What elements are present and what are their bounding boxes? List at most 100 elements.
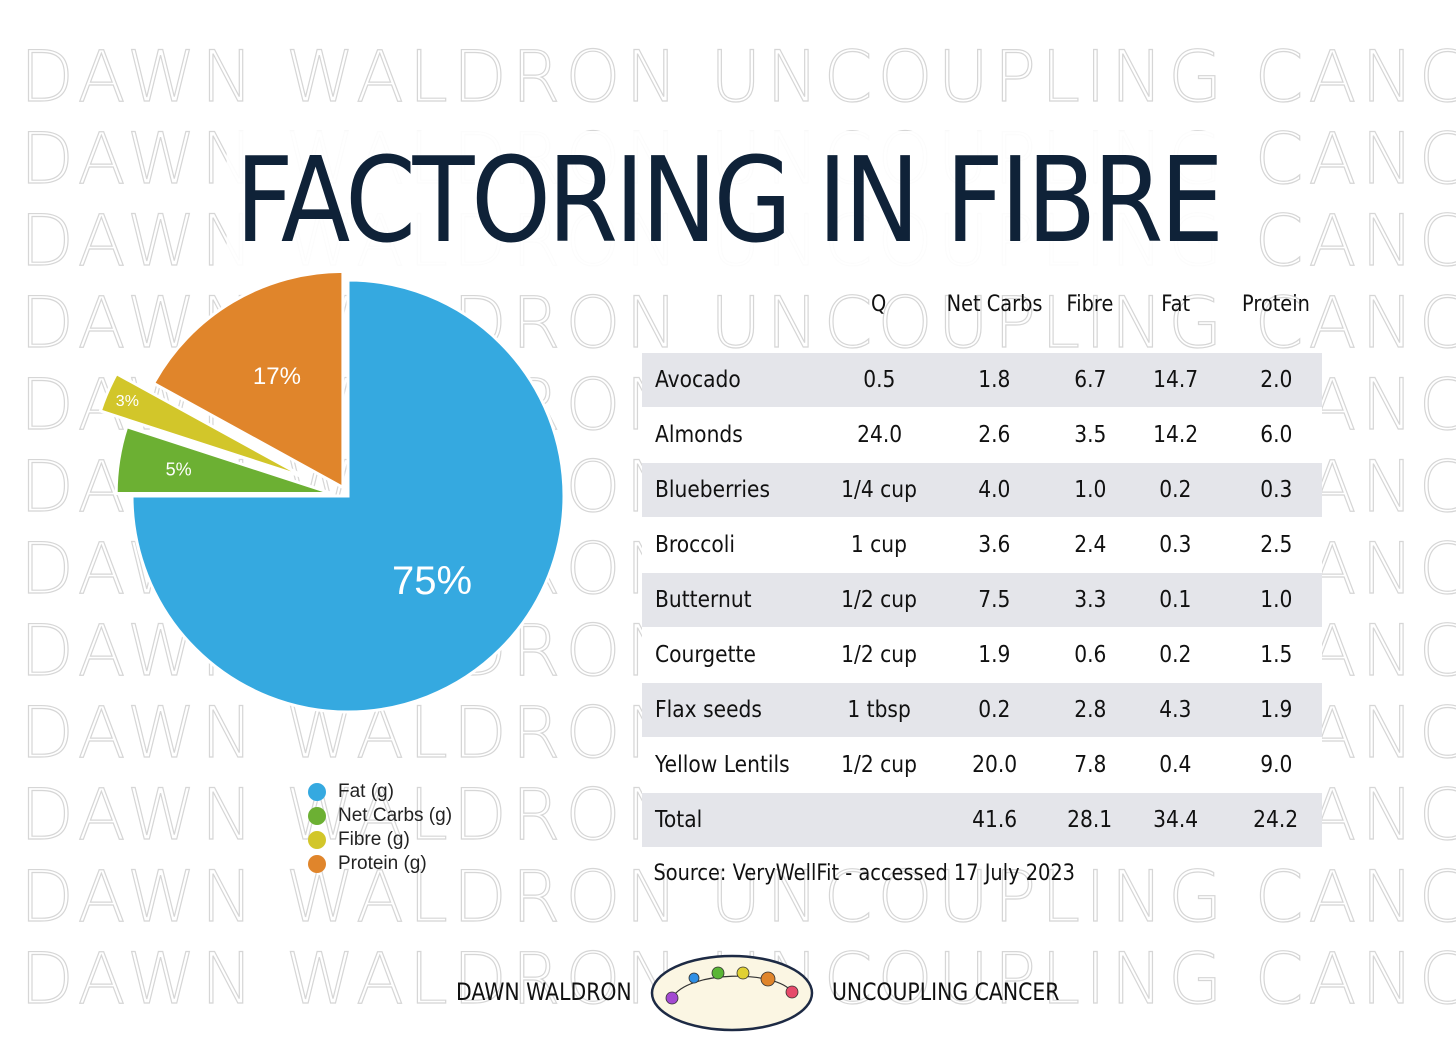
cell-text: 1.5	[1259, 642, 1293, 668]
food-name-cell: Flax seeds	[642, 682, 829, 738]
table-header-row: Q Net Carbs Fibre Fat Protein	[642, 280, 1322, 328]
cell-text: 3.5	[1073, 422, 1107, 448]
table-row: Almonds 24.0 2.6 3.5 14.2 6.0	[642, 407, 1322, 463]
column-header: Fibre	[1066, 291, 1114, 317]
cell-text: Blueberries	[655, 477, 771, 503]
table-cell: 24.2	[1230, 792, 1322, 847]
table-row: Yellow Lentils 1/2 cup 20.0 7.8 0.4 9.0	[642, 737, 1322, 793]
cell-text: Yellow Lentils	[655, 752, 790, 778]
food-name-cell: Broccoli	[642, 517, 829, 573]
table-cell: 1.0	[1230, 572, 1322, 628]
food-name-cell: Avocado	[642, 352, 829, 408]
pie-slice-net-carbs-g	[114, 424, 333, 495]
table-cell: 1.9	[929, 627, 1059, 683]
cell-text: 24.0	[856, 422, 902, 448]
column-header: Protein	[1242, 291, 1310, 317]
cell-text: 0.6	[1073, 642, 1107, 668]
cell-text: 20.0	[971, 752, 1017, 778]
logo	[650, 954, 814, 1032]
cell-text: 34.4	[1152, 807, 1199, 833]
food-name-cell: Blueberries	[642, 462, 829, 518]
logo-dot	[688, 972, 700, 984]
logo-dot	[711, 966, 725, 980]
cell-text: 0.4	[1159, 752, 1192, 778]
table-row: Broccoli 1 cup 3.6 2.4 0.3 2.5	[642, 517, 1322, 573]
cell-text: Courgette	[655, 642, 756, 668]
table-row: Butternut 1/2 cup 7.5 3.3 0.1 1.0	[642, 572, 1322, 628]
table-cell: 1 cup	[828, 517, 930, 573]
column-header: Net Carbs	[946, 291, 1043, 317]
cell-text: 0.2	[1159, 477, 1192, 503]
cell-text: 0.2	[978, 697, 1011, 723]
table-cell: 1.5	[1230, 627, 1322, 683]
cell-text: 1.0	[1259, 587, 1293, 613]
cell-text: 2.6	[978, 422, 1011, 448]
cell-text: 28.1	[1067, 807, 1113, 833]
legend-swatch	[308, 807, 326, 825]
pie-slice-fat-g	[130, 278, 566, 714]
cell-text: 24.2	[1253, 807, 1299, 833]
food-name-cell: Almonds	[642, 407, 829, 463]
table-cell: 24.0	[828, 407, 930, 463]
table-row: Blueberries 1/4 cup 4.0 1.0 0.2 0.3	[642, 462, 1322, 518]
cell-text: Butternut	[655, 587, 752, 613]
table-cell: 7.5	[929, 572, 1059, 628]
table-row: Flax seeds 1 tbsp 0.2 2.8 4.3 1.9	[642, 682, 1322, 738]
table-cell: 1 tbsp	[828, 682, 930, 738]
table-cell: 4.0	[929, 462, 1059, 518]
cell-text: 2.5	[1259, 532, 1293, 558]
legend-item: Net Carbs (g)	[308, 804, 452, 828]
table-cell: 1/2 cup	[828, 627, 930, 683]
cell-text: 1 cup	[851, 532, 908, 558]
cell-text: 1 tbsp	[847, 697, 911, 723]
pie-label: 17%	[253, 363, 301, 390]
table-cell: 34.4	[1120, 792, 1231, 847]
footer-author: DAWN WALDRON	[456, 978, 632, 1006]
table-cell: 9.0	[1230, 737, 1322, 793]
table-cell: 6.7	[1058, 352, 1121, 408]
food-name-cell: Yellow Lentils	[642, 737, 829, 793]
table-cell: 3.3	[1058, 572, 1121, 628]
cell-text: 0.3	[1259, 477, 1293, 503]
cell-text: 14.7	[1152, 367, 1199, 393]
table-cell: 14.2	[1120, 407, 1231, 463]
table-cell: 1/2 cup	[828, 737, 930, 793]
cell-text: 41.6	[971, 807, 1017, 833]
cell-text: 1.8	[978, 367, 1011, 393]
cell-text: 7.8	[1073, 752, 1107, 778]
cell-text: Flax seeds	[655, 697, 762, 723]
cell-text: 1/2 cup	[841, 752, 918, 778]
legend-swatch	[308, 831, 326, 849]
table-cell: 0.4	[1120, 737, 1231, 793]
table-cell: 1.0	[1058, 462, 1121, 518]
food-name-cell: Butternut	[642, 572, 829, 628]
cell-text: Broccoli	[655, 532, 736, 558]
cell-text: 2.0	[1259, 367, 1293, 393]
cell-text: 9.0	[1259, 752, 1293, 778]
cell-text: 0.3	[1159, 532, 1192, 558]
table-cell: 7.8	[1058, 737, 1121, 793]
cell-text: 0.2	[1159, 642, 1192, 668]
food-name-cell: Courgette	[642, 627, 829, 683]
legend-item: Protein (g)	[308, 852, 452, 876]
table-cell: 0.6	[1058, 627, 1121, 683]
table-cell: 1.9	[1230, 682, 1322, 738]
nutrition-table-wrap: Q Net Carbs Fibre Fat Protein Avocado 0.5 1.8 6…	[642, 280, 1322, 886]
pie-label: 3%	[116, 393, 139, 410]
legend-swatch	[308, 855, 326, 873]
cell-text: Almonds	[655, 422, 743, 448]
table-cell: 0.2	[1120, 462, 1231, 518]
watermark-line: DAWN WALDRON UNCOUPLING CANCER	[19, 35, 1456, 118]
logo-dot	[785, 985, 799, 999]
cell-text: 4.0	[978, 477, 1011, 503]
table-cell	[828, 792, 930, 847]
cell-text: 0.1	[1159, 587, 1192, 613]
table-row: Total 41.6 28.1 34.4 24.2	[642, 792, 1322, 847]
legend-label: Fibre (g)	[338, 829, 410, 850]
table-cell: 0.1	[1120, 572, 1231, 628]
nutrition-table: Q Net Carbs Fibre Fat Protein Avocado 0.5 1.8 6…	[642, 280, 1322, 847]
table-row: Avocado 0.5 1.8 6.7 14.7 2.0	[642, 352, 1322, 408]
cell-text: 1.9	[978, 642, 1011, 668]
cell-text: 2.4	[1073, 532, 1107, 558]
table-row: Courgette 1/2 cup 1.9 0.6 0.2 1.5	[642, 627, 1322, 683]
